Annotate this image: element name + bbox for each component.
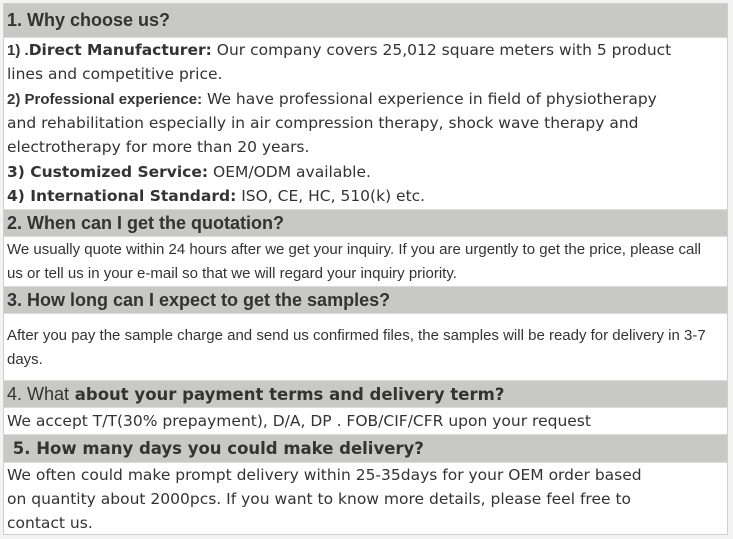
- faq-answer-5: We often could make prompt delivery with…: [4, 462, 727, 534]
- heading-text: 3. How long can I expect to get the samp…: [7, 290, 391, 310]
- answer-line: We often could make prompt delivery with…: [7, 466, 642, 484]
- heading-prefix: 4. What: [7, 384, 70, 404]
- item-text: OEM/ODM available.: [208, 163, 371, 181]
- answer-line: 2) Professional experience: We have prof…: [7, 90, 657, 108]
- answer-line: lines and competitive price.: [7, 65, 223, 83]
- item-text: ISO, CE, HC, 510(k) etc.: [236, 187, 426, 205]
- item-number: 1) .: [7, 42, 29, 59]
- item-text: We have professional experience in field…: [202, 90, 657, 108]
- faq-heading-1: 1. Why choose us?: [4, 4, 727, 37]
- item-label: Direct Manufacturer:: [28, 41, 212, 59]
- answer-line: and rehabilitation especially in air com…: [7, 114, 639, 132]
- item-number: 3): [7, 163, 31, 181]
- faq-answer-3: After you pay the sample charge and send…: [4, 313, 727, 380]
- answer-line: 3) Customized Service: OEM/ODM available…: [7, 163, 371, 181]
- answer-line: 1) .Direct Manufacturer: Our company cov…: [7, 41, 671, 59]
- faq-heading-5: 5. How many days you could make delivery…: [4, 434, 727, 462]
- heading-main: about your payment terms and delivery te…: [69, 385, 505, 404]
- item-number: 4): [7, 187, 31, 205]
- answer-line: on quantity about 2000pcs. If you want t…: [7, 490, 632, 508]
- faq-table: 1. Why choose us? 1) .Direct Manufacture…: [3, 3, 728, 535]
- answer-line: After you pay the sample charge and send…: [7, 327, 706, 344]
- faq-heading-3: 3. How long can I expect to get the samp…: [4, 286, 727, 313]
- faq-answer-2: We usually quote within 24 hours after w…: [4, 236, 727, 286]
- faq-heading-4: 4. What about your payment terms and del…: [4, 380, 727, 407]
- heading-text: 4. What about your payment terms and del…: [7, 384, 504, 405]
- answer-line: We accept T/T(30% prepayment), D/A, DP .…: [7, 412, 591, 430]
- answer-line: 4) International Standard: ISO, CE, HC, …: [7, 187, 425, 205]
- faq-answer-1: 1) .Direct Manufacturer: Our company cov…: [4, 37, 727, 209]
- item-label: Professional experience:: [24, 91, 203, 108]
- answer-line: days.: [7, 351, 43, 368]
- answer-line: us or tell us in your e-mail so that we …: [7, 265, 457, 282]
- item-number: 2): [7, 91, 25, 108]
- heading-text: 2. When can I get the quotation?: [7, 213, 284, 233]
- faq-answer-4: We accept T/T(30% prepayment), D/A, DP .…: [4, 407, 727, 434]
- item-label: International Standard:: [30, 187, 237, 205]
- item-label: Customized Service:: [30, 163, 209, 181]
- answer-line: We usually quote within 24 hours after w…: [7, 241, 701, 258]
- faq-heading-2: 2. When can I get the quotation?: [4, 209, 727, 236]
- item-text: Our company covers 25,012 square meters …: [211, 41, 672, 59]
- answer-line: contact us.: [7, 514, 93, 532]
- answer-line: electrotherapy for more than 20 years.: [7, 138, 310, 156]
- heading-text: 5. How many days you could make delivery…: [7, 439, 424, 458]
- heading-text: 1. Why choose us?: [7, 10, 171, 30]
